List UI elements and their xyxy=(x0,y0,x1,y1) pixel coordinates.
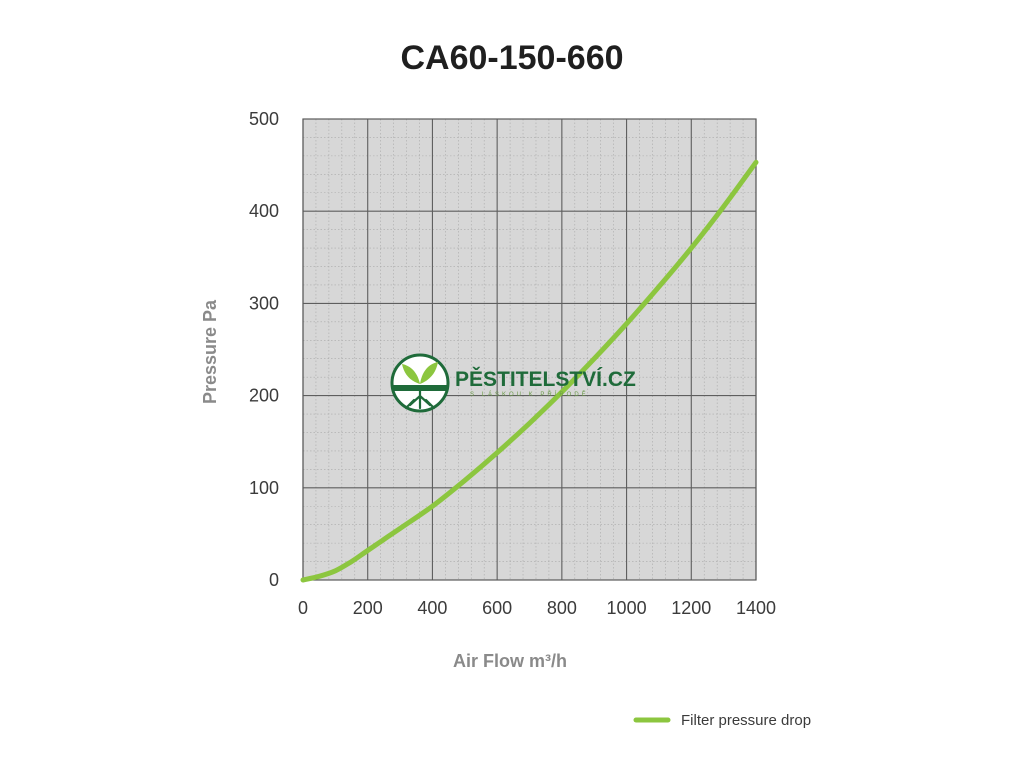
watermark-logo: PĚSTITELSTVÍ.CZ S LÁSKOU K PŘÍRODĚ xyxy=(390,353,636,413)
x-tick-label: 0 xyxy=(298,598,308,618)
chart-title: CA60-150-660 xyxy=(400,39,623,77)
soil-band xyxy=(393,385,447,391)
watermark-tagline: S LÁSKOU K PŘÍRODĚ xyxy=(470,390,589,398)
plot-border xyxy=(302,118,757,581)
legend: Filter pressure drop xyxy=(633,712,811,729)
plot-area xyxy=(303,119,756,580)
x-tick-label: 1200 xyxy=(671,598,711,618)
series-line-filter-pressure-drop xyxy=(300,159,759,583)
y-tick-label: 200 xyxy=(249,386,279,406)
y-axis-ticks: 0 100 200 300 400 500 xyxy=(249,109,279,590)
legend-label: Filter pressure drop xyxy=(681,712,811,729)
y-tick-label: 100 xyxy=(249,478,279,498)
x-tick-label: 200 xyxy=(353,598,383,618)
x-tick-label: 1000 xyxy=(607,598,647,618)
watermark-name: PĚSTITELSTVÍ.CZ xyxy=(455,367,636,391)
x-tick-label: 800 xyxy=(547,598,577,618)
roots-icon xyxy=(404,389,436,410)
x-axis-ticks: 0 200 400 600 800 1000 1200 1400 xyxy=(298,598,776,618)
y-tick-label: 400 xyxy=(249,201,279,221)
y-tick-label: 0 xyxy=(269,570,279,590)
series-group xyxy=(300,159,759,583)
sprout-icon xyxy=(402,362,438,384)
x-tick-label: 1400 xyxy=(736,598,776,618)
y-axis-label: Pressure Pa xyxy=(200,299,220,404)
x-tick-label: 400 xyxy=(417,598,447,618)
y-tick-label: 300 xyxy=(249,293,279,313)
y-tick-label: 500 xyxy=(249,109,279,129)
x-axis-label: Air Flow m³/h xyxy=(453,651,567,671)
x-tick-label: 600 xyxy=(482,598,512,618)
